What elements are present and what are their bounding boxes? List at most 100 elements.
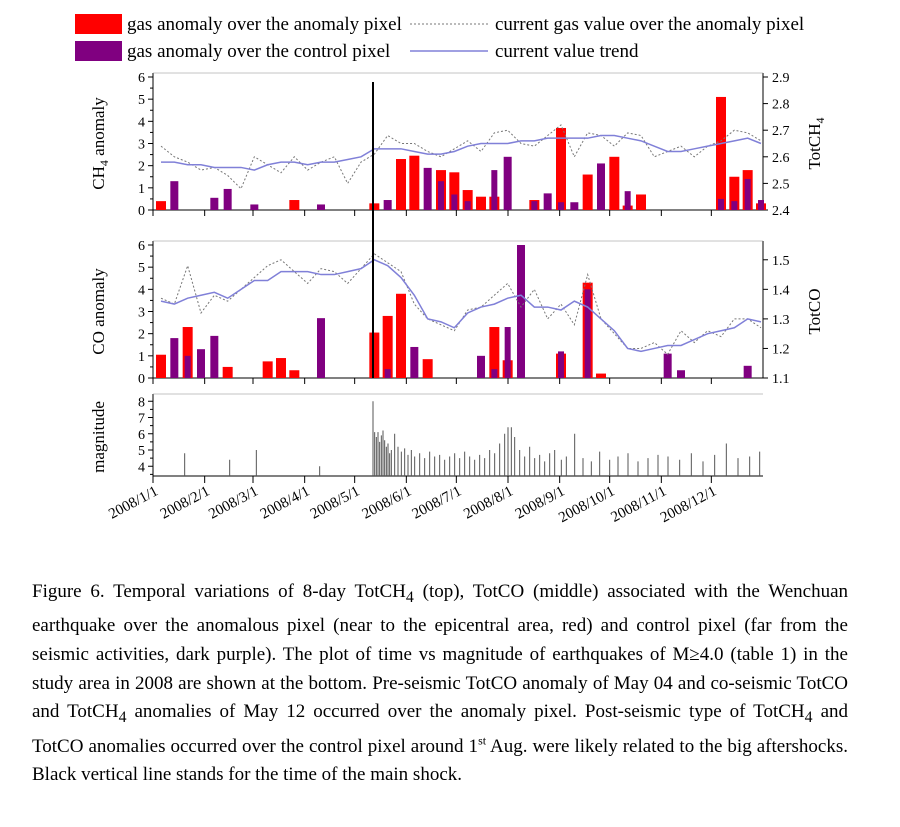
current-value-line <box>160 124 762 190</box>
x-tick-label: 2008/2/1 <box>158 483 213 522</box>
anomaly-bar <box>182 327 193 378</box>
y-tick-label: 1 <box>138 350 145 365</box>
control-bar <box>517 245 525 378</box>
y2-tick-label: 1.2 <box>772 342 790 357</box>
y2-tick-label: 1.5 <box>772 254 790 269</box>
y-tick-label: 3 <box>138 306 145 321</box>
y-tick-label: 6 <box>138 71 145 86</box>
control-bar <box>504 327 511 378</box>
control-bar <box>743 365 752 378</box>
caption-subscript: 4 <box>405 588 414 606</box>
caption-subscript: 4 <box>118 708 127 726</box>
control-bar <box>223 188 232 210</box>
anomaly-bar <box>729 176 740 210</box>
control-bar <box>624 191 631 210</box>
anomaly-bar <box>582 174 593 210</box>
y-tick-label: 6 <box>138 239 145 254</box>
anomaly-bar <box>596 373 606 378</box>
control-bar <box>451 194 458 210</box>
anomaly-bar <box>409 155 420 210</box>
anomaly-bar <box>289 370 300 378</box>
control-bar <box>718 198 724 210</box>
control-bar <box>491 170 498 210</box>
control-bar <box>464 201 471 210</box>
control-bar <box>477 355 485 378</box>
anomaly-bar <box>369 203 380 210</box>
control-bar <box>317 204 325 210</box>
anomaly-bar <box>476 196 486 210</box>
legend-label: gas anomaly over the anomaly pixel <box>127 14 402 35</box>
control-bar <box>210 197 219 210</box>
y-tick-label: 6 <box>138 428 145 443</box>
y2-axis-label: TotCH4 <box>805 117 827 169</box>
anomaly-bar <box>449 172 460 210</box>
panel-co: 0 1 2 3 4 5 6 CO anomaly 1.1 1.2 1.3 1.4 1.5 TotCO <box>89 239 824 387</box>
control-bar <box>317 318 325 378</box>
control-bar <box>197 349 205 378</box>
y-tick-label: 1 <box>138 182 145 197</box>
anomaly-bar <box>396 293 406 378</box>
x-tick-label: 2008/6/1 <box>360 483 415 522</box>
y-tick-label: 5 <box>138 444 145 459</box>
anomaly-bar <box>716 96 726 210</box>
y-tick-label: 0 <box>138 372 145 387</box>
y2-axis-label: TotCO <box>805 288 824 334</box>
legend-swatch <box>75 41 122 61</box>
x-tick-label: 2008/5/1 <box>308 483 363 522</box>
control-bar <box>677 370 685 378</box>
caption-subscript: 4 <box>804 708 813 726</box>
control-bar <box>570 202 579 210</box>
y-tick-label: 2 <box>138 328 145 343</box>
y2-tick-label: 2.4 <box>772 204 790 219</box>
x-tick-label: 2008/12/1 <box>658 483 719 526</box>
y-tick-label: 7 <box>138 412 145 427</box>
control-bar <box>438 181 444 210</box>
control-bar <box>744 178 751 210</box>
control-bar <box>423 167 432 210</box>
control-bar <box>663 353 672 378</box>
control-bar <box>543 193 552 210</box>
x-tick-label: 2008/3/1 <box>206 483 261 522</box>
anomaly-bar <box>382 315 393 378</box>
trend-line <box>161 134 762 171</box>
legend-swatch <box>75 14 122 34</box>
y-label-part: CH <box>89 166 108 190</box>
control-bar <box>410 346 419 378</box>
trend-line <box>160 258 762 353</box>
y-tick-label: 4 <box>138 460 145 475</box>
x-tick-label: 2008/10/1 <box>556 483 617 526</box>
y-tick-label: 8 <box>138 395 145 410</box>
y-tick-label: 5 <box>138 261 145 276</box>
y-axis-label: CO anomaly <box>89 268 108 355</box>
control-bar <box>597 163 605 210</box>
control-bar <box>170 338 179 378</box>
anomaly-bar <box>462 190 473 210</box>
control-bar <box>210 335 219 378</box>
figure-6-chart: gas anomaly over the anomaly pixel gas an… <box>75 14 827 526</box>
anomaly-bar <box>609 156 620 210</box>
y2-label-sub: 4 <box>813 117 827 123</box>
y2-tick-label: 1.3 <box>772 313 790 328</box>
y-tick-label: 2 <box>138 160 145 175</box>
x-tick-label: 2008/7/1 <box>410 483 465 522</box>
anomaly-bar <box>156 201 166 210</box>
current-value-line <box>160 253 762 356</box>
control-bar <box>384 369 391 378</box>
x-tick-label: 2008/8/1 <box>461 483 516 522</box>
y2-tick-label: 2.5 <box>772 177 790 192</box>
control-bar <box>383 200 392 210</box>
caption-text: Figure 6. Temporal variations of 8-day T… <box>32 581 406 602</box>
y2-tick-label: 2.8 <box>772 98 790 113</box>
anomaly-bar <box>276 358 286 378</box>
control-bar <box>758 200 764 210</box>
y-tick-label: 0 <box>138 204 145 219</box>
y2-tick-label: 2.6 <box>772 151 790 166</box>
anomaly-bar <box>636 194 646 210</box>
x-tick-label: 2008/11/1 <box>608 483 669 525</box>
x-tick-label: 2008/4/1 <box>258 483 313 522</box>
y2-tick-label: 2.7 <box>772 124 790 139</box>
caption-text: Aug. were likely related to the big afte… <box>32 735 848 786</box>
